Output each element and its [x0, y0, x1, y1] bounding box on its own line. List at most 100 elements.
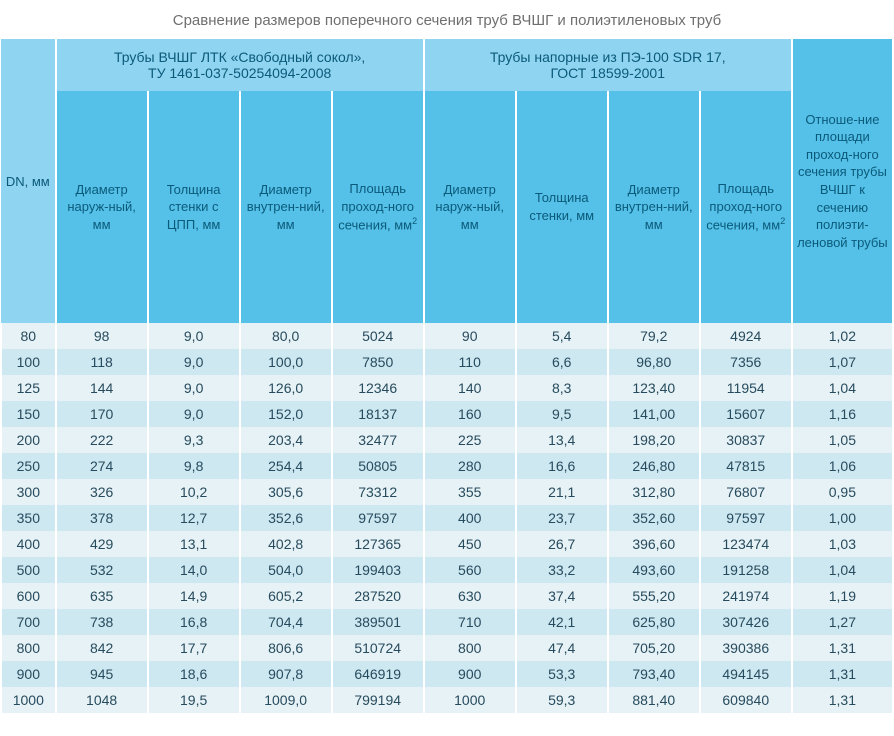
cell-b_id: 625,80: [608, 609, 700, 635]
cell-b_wt: 42,1: [516, 609, 608, 635]
cell-a_od: 429: [56, 531, 148, 557]
table-row: 2502749,8254,45080528016,6246,80478151,0…: [1, 453, 893, 479]
cell-a_wt: 9,3: [148, 427, 240, 453]
cell-a_area: 18137: [332, 401, 424, 427]
cell-b_area: 123474: [700, 531, 792, 557]
cell-ratio: 1,27: [792, 609, 893, 635]
cell-b_area: 47815: [700, 453, 792, 479]
cell-b_wt: 47,4: [516, 635, 608, 661]
cell-b_od: 900: [424, 661, 516, 687]
cell-ratio: 1,16: [792, 401, 893, 427]
table-row: 30032610,2305,67331235521,1312,80768070,…: [1, 479, 893, 505]
cell-b_od: 450: [424, 531, 516, 557]
cell-a_od: 1048: [56, 687, 148, 713]
cell-ratio: 1,19: [792, 583, 893, 609]
group1-line2: ТУ 1461-037-50254094-2008: [148, 65, 331, 81]
cell-b_id: 123,40: [608, 375, 700, 401]
cell-a_id: 80,0: [240, 323, 332, 349]
cell-b_wt: 26,7: [516, 531, 608, 557]
col-header-b-id: Диаметр внутрен-ний, мм: [608, 91, 700, 323]
cell-b_od: 355: [424, 479, 516, 505]
col-header-dn: DN, мм: [1, 39, 56, 323]
cell-b_id: 705,20: [608, 635, 700, 661]
cell-b_od: 140: [424, 375, 516, 401]
cell-a_id: 254,4: [240, 453, 332, 479]
cell-a_od: 98: [56, 323, 148, 349]
col-header-a-id: Диаметр внутрен-ний, мм: [240, 91, 332, 323]
table-row: 70073816,8704,438950171042,1625,80307426…: [1, 609, 893, 635]
cell-a_area: 12346: [332, 375, 424, 401]
cell-dn: 80: [1, 323, 56, 349]
col-header-a-od: Диаметр наруж-ный, мм: [56, 91, 148, 323]
cell-a_od: 170: [56, 401, 148, 427]
cell-b_id: 198,20: [608, 427, 700, 453]
cell-ratio: 1,06: [792, 453, 893, 479]
cell-b_area: 307426: [700, 609, 792, 635]
cell-a_od: 144: [56, 375, 148, 401]
cell-a_od: 118: [56, 349, 148, 375]
cell-a_id: 704,4: [240, 609, 332, 635]
cell-a_area: 50805: [332, 453, 424, 479]
col-group-vchshg: Трубы ВЧШГ ЛТК «Свободный сокол», ТУ 146…: [56, 39, 424, 91]
cell-b_id: 79,2: [608, 323, 700, 349]
col-header-a-wt: Толщина стенки с ЦПП, мм: [148, 91, 240, 323]
cell-a_area: 73312: [332, 479, 424, 505]
comparison-table: DN, мм Трубы ВЧШГ ЛТК «Свободный сокол»,…: [0, 39, 894, 713]
page-title: Сравнение размеров поперечного сечения т…: [0, 0, 894, 39]
cell-b_od: 90: [424, 323, 516, 349]
cell-a_wt: 19,5: [148, 687, 240, 713]
cell-dn: 900: [1, 661, 56, 687]
cell-ratio: 1,03: [792, 531, 893, 557]
cell-b_od: 560: [424, 557, 516, 583]
table-row: 35037812,7352,69759740023,7352,60975971,…: [1, 505, 893, 531]
cell-a_area: 646919: [332, 661, 424, 687]
cell-a_wt: 9,0: [148, 375, 240, 401]
cell-b_area: 11954: [700, 375, 792, 401]
cell-a_id: 100,0: [240, 349, 332, 375]
cell-dn: 400: [1, 531, 56, 557]
cell-ratio: 1,04: [792, 557, 893, 583]
cell-b_wt: 33,2: [516, 557, 608, 583]
cell-dn: 150: [1, 401, 56, 427]
cell-b_id: 881,40: [608, 687, 700, 713]
cell-b_id: 352,60: [608, 505, 700, 531]
cell-ratio: 1,31: [792, 635, 893, 661]
cell-b_area: 4924: [700, 323, 792, 349]
cell-b_od: 800: [424, 635, 516, 661]
cell-ratio: 1,07: [792, 349, 893, 375]
cell-dn: 200: [1, 427, 56, 453]
cell-b_area: 191258: [700, 557, 792, 583]
area-sup-b: 2: [780, 216, 785, 226]
cell-b_wt: 16,6: [516, 453, 608, 479]
cell-a_id: 1009,0: [240, 687, 332, 713]
cell-ratio: 1,31: [792, 687, 893, 713]
col-header-b-od: Диаметр наруж-ный, мм: [424, 91, 516, 323]
cell-a_id: 504,0: [240, 557, 332, 583]
cell-b_od: 160: [424, 401, 516, 427]
cell-a_wt: 13,1: [148, 531, 240, 557]
table-body: 80989,080,05024905,479,249241,021001189,…: [1, 323, 893, 713]
cell-b_area: 15607: [700, 401, 792, 427]
cell-a_id: 806,6: [240, 635, 332, 661]
cell-a_od: 738: [56, 609, 148, 635]
cell-b_area: 76807: [700, 479, 792, 505]
cell-a_od: 222: [56, 427, 148, 453]
cell-a_wt: 12,7: [148, 505, 240, 531]
group1-line1: Трубы ВЧШГ ЛТК «Свободный сокол»,: [114, 49, 365, 65]
cell-a_wt: 9,8: [148, 453, 240, 479]
cell-a_area: 799194: [332, 687, 424, 713]
cell-dn: 1000: [1, 687, 56, 713]
cell-b_od: 630: [424, 583, 516, 609]
cell-b_wt: 21,1: [516, 479, 608, 505]
cell-b_od: 110: [424, 349, 516, 375]
cell-b_wt: 13,4: [516, 427, 608, 453]
cell-b_id: 396,60: [608, 531, 700, 557]
table-row: 80084217,7806,651072480047,4705,20390386…: [1, 635, 893, 661]
cell-a_id: 402,8: [240, 531, 332, 557]
cell-b_id: 141,00: [608, 401, 700, 427]
table-row: 50053214,0504,019940356033,2493,60191258…: [1, 557, 893, 583]
cell-dn: 700: [1, 609, 56, 635]
cell-dn: 100: [1, 349, 56, 375]
cell-b_wt: 8,3: [516, 375, 608, 401]
cell-b_area: 241974: [700, 583, 792, 609]
